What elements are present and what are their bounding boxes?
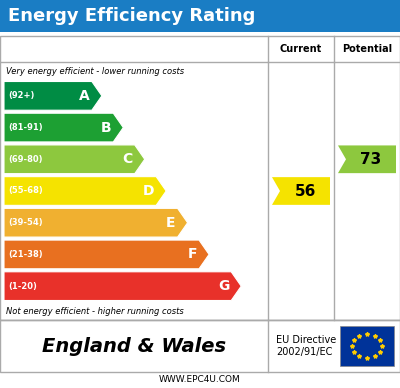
Text: 56: 56 xyxy=(294,184,316,199)
Text: (55-68): (55-68) xyxy=(8,187,43,196)
Text: Not energy efficient - higher running costs: Not energy efficient - higher running co… xyxy=(6,307,184,315)
Text: Current: Current xyxy=(280,44,322,54)
Text: G: G xyxy=(218,279,229,293)
Polygon shape xyxy=(272,177,330,205)
Bar xyxy=(340,326,394,366)
Polygon shape xyxy=(4,177,166,205)
Text: Very energy efficient - lower running costs: Very energy efficient - lower running co… xyxy=(6,66,184,76)
Polygon shape xyxy=(4,208,188,237)
Polygon shape xyxy=(4,145,145,174)
Polygon shape xyxy=(4,81,102,110)
Text: Energy Efficiency Rating: Energy Efficiency Rating xyxy=(8,7,255,25)
Text: (39-54): (39-54) xyxy=(8,218,43,227)
Text: C: C xyxy=(122,152,133,166)
Polygon shape xyxy=(4,272,241,300)
Text: England & Wales: England & Wales xyxy=(42,336,226,355)
Text: D: D xyxy=(143,184,154,198)
Text: B: B xyxy=(101,121,111,135)
Bar xyxy=(0,320,400,372)
Text: 73: 73 xyxy=(360,152,382,167)
Polygon shape xyxy=(4,240,209,269)
Polygon shape xyxy=(4,113,123,142)
Text: (21-38): (21-38) xyxy=(8,250,43,259)
Text: F: F xyxy=(188,248,197,262)
Text: (81-91): (81-91) xyxy=(8,123,43,132)
Text: (69-80): (69-80) xyxy=(8,155,42,164)
Text: Potential: Potential xyxy=(342,44,392,54)
Bar xyxy=(0,0,400,32)
Text: (92+): (92+) xyxy=(8,91,34,100)
Text: WWW.EPC4U.COM: WWW.EPC4U.COM xyxy=(159,376,241,385)
Polygon shape xyxy=(338,146,396,173)
Bar xyxy=(0,36,400,320)
Text: EU Directive
2002/91/EC: EU Directive 2002/91/EC xyxy=(276,335,336,357)
Text: (1-20): (1-20) xyxy=(8,282,37,291)
Text: E: E xyxy=(166,216,176,230)
Text: A: A xyxy=(79,89,90,103)
